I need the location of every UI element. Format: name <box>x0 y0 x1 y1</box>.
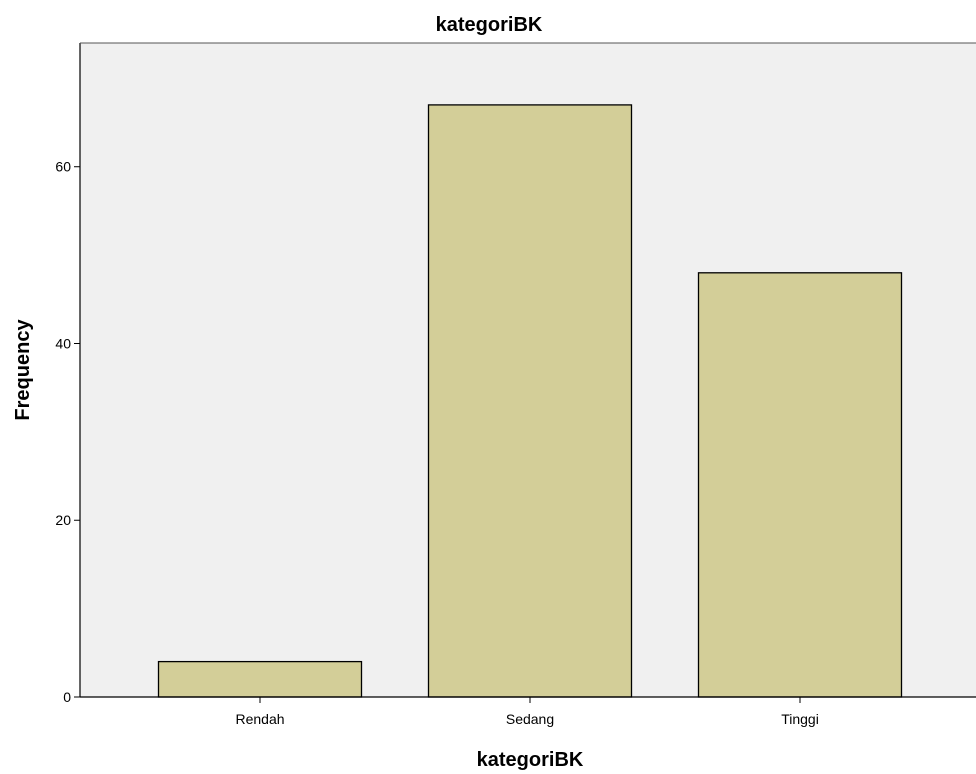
bar-rendah <box>157 660 363 698</box>
y-tick-label: 40 <box>55 335 71 351</box>
y-axis-title: Frequency <box>12 319 34 421</box>
x-tick-label: Tinggi <box>781 711 819 727</box>
y-tick-label: 20 <box>55 512 71 528</box>
y-tick-label: 0 <box>63 689 71 705</box>
chart-title: kategoriBK <box>436 14 543 36</box>
bars <box>157 104 903 698</box>
x-axis-ticks: Rendah Sedang Tinggi <box>235 697 819 727</box>
bar-sedang <box>427 104 633 698</box>
y-tick-label: 60 <box>55 159 71 175</box>
y-axis-ticks: 0 20 40 60 <box>55 159 80 705</box>
bar-tinggi <box>697 272 903 698</box>
x-axis-title: kategoriBK <box>477 749 584 771</box>
x-tick-label: Sedang <box>506 711 554 727</box>
x-tick-label: Rendah <box>235 711 284 727</box>
